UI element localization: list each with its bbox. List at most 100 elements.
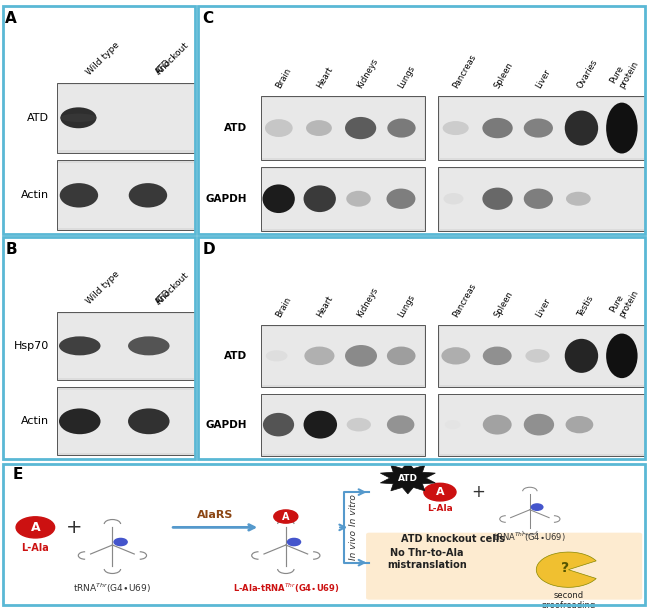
Text: tRNA$^{Thr}$(G4$\bullet$U69): tRNA$^{Thr}$(G4$\bullet$U69) [73,582,151,595]
Text: A: A [436,487,444,497]
Circle shape [424,483,456,501]
Ellipse shape [266,350,287,361]
Ellipse shape [524,119,553,137]
Text: second
proofreading
factor?: second proofreading factor? [541,591,595,608]
FancyBboxPatch shape [57,161,195,230]
Circle shape [114,539,127,545]
Ellipse shape [445,420,461,429]
FancyBboxPatch shape [440,326,644,385]
FancyBboxPatch shape [57,387,195,455]
FancyBboxPatch shape [261,325,425,387]
FancyBboxPatch shape [261,394,425,455]
Text: L-Ala: L-Ala [427,505,453,514]
Text: Knockout: Knockout [154,270,190,306]
Text: Heart: Heart [315,294,334,319]
Ellipse shape [128,336,170,355]
Text: Actin: Actin [21,190,49,200]
Text: L-Ala-tRNA$^{Thr}$(G4$\bullet$U69): L-Ala-tRNA$^{Thr}$(G4$\bullet$U69) [233,582,339,595]
Text: C: C [203,11,214,26]
Ellipse shape [525,349,550,362]
Text: AlaRS: AlaRS [197,510,233,520]
FancyBboxPatch shape [57,83,195,153]
FancyBboxPatch shape [57,312,195,380]
Text: Spleen: Spleen [493,290,515,319]
Text: In vivo: In vivo [349,530,358,560]
Ellipse shape [306,120,332,136]
Text: Kidneys: Kidneys [356,286,380,319]
Wedge shape [536,552,596,587]
FancyBboxPatch shape [366,533,642,599]
Text: No Thr-to-Ala
mistranslation: No Thr-to-Ala mistranslation [387,548,467,570]
FancyBboxPatch shape [58,85,194,150]
Text: Pure
protein: Pure protein [608,283,640,319]
Ellipse shape [346,191,370,207]
Text: Spleen: Spleen [493,61,515,91]
Text: Pancreas: Pancreas [451,53,478,91]
Ellipse shape [304,185,336,212]
Ellipse shape [606,334,638,378]
Text: A: A [31,521,40,534]
Ellipse shape [606,103,638,153]
FancyBboxPatch shape [440,169,644,229]
Text: Testis: Testis [575,295,595,319]
FancyBboxPatch shape [439,325,645,387]
Text: Liver: Liver [534,68,552,91]
Ellipse shape [524,414,554,435]
Ellipse shape [387,119,415,137]
Text: A: A [5,11,17,26]
Ellipse shape [387,347,415,365]
Text: ATD: ATD [224,123,248,133]
Text: +: + [471,483,486,501]
Text: GAPDH: GAPDH [206,194,248,204]
Ellipse shape [129,183,167,207]
Text: ATD: ATD [154,58,173,77]
Ellipse shape [304,347,335,365]
FancyBboxPatch shape [440,395,644,454]
Text: Kidneys: Kidneys [356,57,380,91]
Ellipse shape [482,188,513,210]
Text: GAPDH: GAPDH [206,420,248,430]
Text: Heart: Heart [315,66,334,91]
Ellipse shape [483,347,512,365]
Ellipse shape [346,418,371,432]
Ellipse shape [304,411,337,438]
Ellipse shape [345,117,376,139]
FancyBboxPatch shape [261,96,425,160]
Ellipse shape [565,339,598,373]
Circle shape [287,539,300,545]
Text: ?: ? [561,561,569,575]
Text: Ovaries: Ovaries [575,58,599,91]
Ellipse shape [483,415,512,435]
Text: Knockout: Knockout [154,41,190,77]
Text: Lungs: Lungs [396,64,417,91]
Ellipse shape [263,184,295,213]
Ellipse shape [60,114,96,122]
Ellipse shape [482,118,513,138]
Text: Wild type: Wild type [85,269,122,306]
FancyBboxPatch shape [58,390,194,453]
Ellipse shape [387,415,415,434]
FancyBboxPatch shape [262,98,424,158]
FancyBboxPatch shape [261,167,425,230]
Text: Brain: Brain [274,295,292,319]
Ellipse shape [128,409,170,434]
Text: Pure
protein: Pure protein [608,55,640,91]
FancyBboxPatch shape [440,98,644,158]
Ellipse shape [60,108,96,128]
FancyBboxPatch shape [58,163,194,228]
Text: ATD: ATD [154,287,173,306]
Circle shape [531,504,543,510]
Ellipse shape [265,119,292,137]
Ellipse shape [441,347,470,365]
Ellipse shape [263,413,294,437]
Text: In vitro: In vitro [349,494,358,526]
Ellipse shape [60,183,98,207]
Text: D: D [203,241,215,257]
Text: Liver: Liver [534,297,552,319]
FancyBboxPatch shape [439,167,645,230]
Text: tRNA$^{Thr}$(G4$\bullet$U69): tRNA$^{Thr}$(G4$\bullet$U69) [493,531,566,544]
Ellipse shape [443,121,469,135]
Text: Hsp70: Hsp70 [14,341,49,351]
Text: ATD knockout cells: ATD knockout cells [401,534,505,544]
Ellipse shape [524,188,553,209]
